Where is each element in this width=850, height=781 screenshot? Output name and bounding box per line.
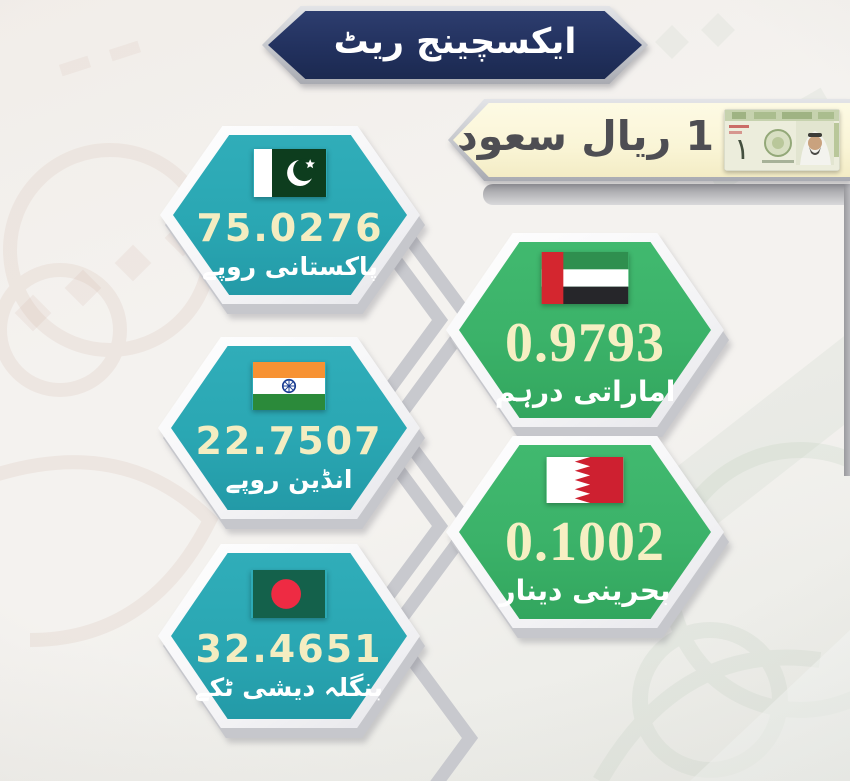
uae-flag-icon [541,252,629,305]
currency-label: بنگلہ دیشی ٹکے [195,673,383,703]
rate-value: 0.1002 [505,511,665,574]
card-pakistan: 75.0276 پاکستانی روپے [160,126,425,314]
banknote-digit: ١ [734,132,750,167]
title-banner: ایکسچینج ریٹ [262,6,648,84]
bangladesh-flag-icon [253,569,325,618]
base-currency-text: 1 ریال سعودی [419,112,714,160]
rate-value: 22.7507 [195,418,383,463]
india-flag-icon [253,361,325,410]
currency-label: انڈین روپے [225,465,353,495]
right-edge-bar [844,184,850,476]
card-bangladesh: 32.4651 بنگلہ دیشی ٹکے [158,544,425,738]
currency-label: بحرینی دینار [499,573,671,607]
page-title: ایکسچینج ریٹ [333,22,577,62]
currency-label: اماراتی درہم [494,374,676,408]
header-ribbon-fill: 1 ریال سعودی ١ [453,103,850,177]
rate-value: 0.9793 [505,312,665,375]
header-underline-bar [483,184,850,205]
card-bahrain: 0.1002 بحرینی دینار [446,436,729,638]
currency-label: پاکستانی روپے [202,252,378,282]
rate-value: 75.0276 [196,205,384,250]
saudi-riyal-banknote: ١ [724,109,840,171]
rate-value: 32.4651 [195,626,383,671]
pakistan-flag-icon [254,148,326,197]
card-uae: 0.9793 اماراتی درہم [446,233,729,437]
header-ribbon: 1 ریال سعودی ١ [448,99,850,181]
bahrain-flag-icon [546,457,624,504]
title-banner-fill: ایکسچینج ریٹ [268,11,642,79]
card-india: 22.7507 انڈین روپے [158,337,425,529]
